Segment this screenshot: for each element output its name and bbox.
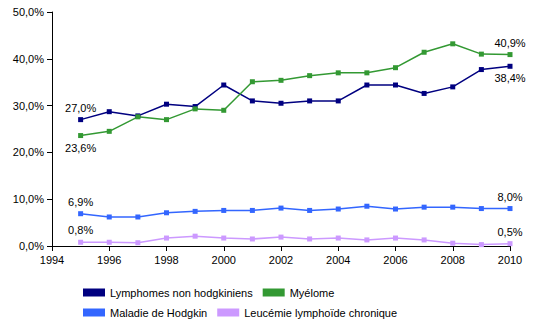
svg-text:0,8%: 0,8% [68, 224, 93, 236]
svg-text:8,0%: 8,0% [497, 191, 522, 203]
svg-text:50,0%: 50,0% [13, 6, 44, 18]
svg-text:6,9%: 6,9% [68, 196, 93, 208]
svg-text:20,0%: 20,0% [13, 146, 44, 158]
svg-text:1996: 1996 [97, 254, 121, 266]
svg-text:Lymphomes non hodgkiniens: Lymphomes non hodgkiniens [110, 287, 253, 299]
svg-text:0,5%: 0,5% [497, 226, 522, 238]
svg-text:2006: 2006 [383, 254, 407, 266]
svg-text:2000: 2000 [212, 254, 236, 266]
svg-text:2004: 2004 [326, 254, 350, 266]
svg-text:0,0%: 0,0% [19, 240, 44, 252]
svg-text:2010: 2010 [498, 254, 522, 266]
svg-text:1998: 1998 [154, 254, 178, 266]
svg-text:40,9%: 40,9% [494, 37, 525, 49]
svg-text:40,0%: 40,0% [13, 53, 44, 65]
svg-text:2008: 2008 [441, 254, 465, 266]
svg-text:1994: 1994 [40, 254, 64, 266]
svg-text:10,0%: 10,0% [13, 193, 44, 205]
svg-text:38,4%: 38,4% [494, 72, 525, 84]
svg-text:Leucémie lymphoïde chronique: Leucémie lymphoïde chronique [244, 307, 397, 319]
svg-text:30,0%: 30,0% [13, 100, 44, 112]
svg-text:27,0%: 27,0% [65, 102, 96, 114]
svg-text:Myélome: Myélome [290, 287, 335, 299]
svg-text:23,6%: 23,6% [65, 142, 96, 154]
svg-text:2002: 2002 [269, 254, 293, 266]
svg-text:Maladie de Hodgkin: Maladie de Hodgkin [110, 307, 207, 319]
